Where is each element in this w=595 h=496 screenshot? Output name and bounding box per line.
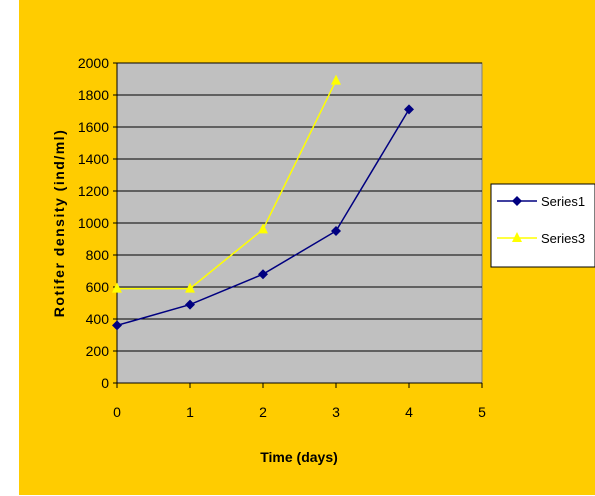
legend: Series1 Series3 [490,183,595,268]
data-point-diamond [331,226,341,236]
y-tick-label: 1200 [78,183,109,199]
data-point-triangle [331,74,341,85]
y-tick-label: 200 [86,343,110,359]
y-tick-label: 0 [101,375,109,391]
y-axis-ticks: 0 200 400 600 800 1000 1200 1400 1600 1800 2000 [78,55,117,391]
series-layer [112,74,414,331]
data-point-triangle [185,282,195,293]
y-tick-label: 400 [86,311,110,327]
legend-item: Series3 [497,231,585,246]
legend-box [490,183,595,268]
x-axis-title: Time (days) [260,449,338,465]
y-tick-label: 1800 [78,87,109,103]
y-tick-label: 2000 [78,55,109,71]
y-tick-label: 600 [86,279,110,295]
data-point-diamond [258,269,268,280]
data-point-diamond [404,104,414,115]
gridlines [117,62,482,352]
legend-label: Series1 [541,194,585,209]
x-tick-label: 1 [186,404,194,420]
x-tick-label: 5 [478,404,486,420]
data-point-triangle [112,282,122,293]
data-point-diamond [185,299,195,310]
x-tick-label: 4 [405,404,413,420]
y-tick-label: 1000 [78,215,109,231]
data-point-triangle [258,223,268,234]
chart-area: 0 200 400 600 800 1000 1200 1400 1600 1800 2000 0 1… [19,0,595,495]
y-axis-title: Rotifer density (ind/ml) [51,129,67,317]
x-tick-label: 3 [332,404,340,420]
data-point-diamond [512,196,522,206]
legend-item: Series1 [497,194,585,209]
series-series3 [112,74,341,293]
y-tick-label: 1600 [78,119,109,135]
legend-label: Series3 [541,231,585,246]
data-point-diamond [112,320,122,331]
y-tick-label: 1400 [78,151,109,167]
x-tick-label: 0 [113,404,121,420]
data-point-triangle [512,232,522,242]
y-tick-label: 800 [86,247,110,263]
x-axis-ticks: 0 1 2 3 4 5 [113,383,486,420]
line-chart: 0 200 400 600 800 1000 1200 1400 1600 1800 2000 0 1… [51,55,595,465]
series-series1 [112,104,414,331]
series-line [117,80,337,290]
x-tick-label: 2 [259,404,267,420]
